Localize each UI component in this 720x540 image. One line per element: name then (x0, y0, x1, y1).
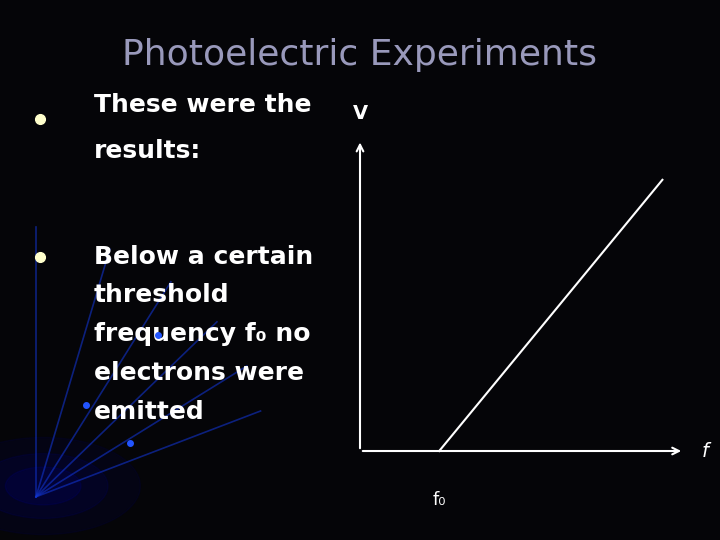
Text: results:: results: (94, 139, 201, 163)
Text: Below a certain: Below a certain (94, 245, 313, 268)
Text: threshold: threshold (94, 284, 229, 307)
Text: frequency f₀ no: frequency f₀ no (94, 322, 310, 346)
Ellipse shape (0, 454, 108, 518)
Text: electrons were: electrons were (94, 361, 304, 385)
Text: These were the: These were the (94, 93, 311, 117)
Text: V: V (352, 104, 368, 123)
Text: Photoelectric Experiments: Photoelectric Experiments (122, 38, 598, 72)
Text: f: f (702, 442, 709, 461)
Ellipse shape (5, 467, 81, 505)
Text: emitted: emitted (94, 400, 204, 424)
Text: f₀: f₀ (433, 491, 446, 509)
Ellipse shape (0, 437, 140, 535)
